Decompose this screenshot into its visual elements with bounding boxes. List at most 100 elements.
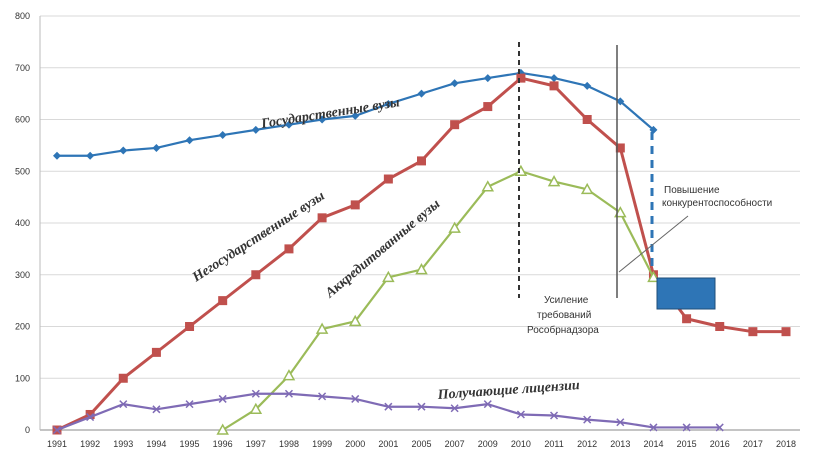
point-marker: [448, 221, 461, 233]
x-tick-label: 2010: [511, 439, 531, 449]
marker-stroke: [483, 400, 492, 409]
x-tick-label: 2011: [544, 439, 563, 449]
point-marker: [53, 151, 61, 160]
x-tick-label: 1993: [113, 439, 133, 449]
point-marker: [547, 175, 561, 187]
series-3: [52, 389, 724, 435]
y-tick-label: 800: [15, 11, 30, 21]
marker-stroke: [649, 423, 658, 432]
point-marker: [481, 180, 495, 192]
annotations: Усиление требований Рособрнадзора Повыше…: [518, 42, 772, 336]
point-marker: [318, 115, 327, 124]
annotation-competitiveness-line2: конкурентоспособности: [662, 197, 772, 209]
x-tick-label: 2007: [445, 439, 465, 449]
blue-box: [656, 277, 716, 310]
point-marker: [251, 125, 260, 134]
x-tick-label: 1997: [246, 439, 266, 449]
y-tick-label: 400: [15, 218, 30, 228]
y-tick-label: 600: [15, 115, 30, 125]
x-tick-label: 2013: [610, 439, 630, 449]
marker-stroke: [52, 425, 62, 435]
point-marker: [151, 347, 161, 357]
point-marker: [218, 394, 227, 403]
marker-stroke: [351, 394, 360, 403]
series-line: [56, 76, 786, 432]
y-tick-label: 100: [15, 373, 30, 383]
point-marker: [614, 206, 627, 218]
point-marker: [647, 270, 660, 283]
point-marker: [384, 402, 393, 411]
marker-stroke: [251, 389, 260, 398]
point-marker: [249, 402, 263, 415]
marker-stroke: [715, 423, 724, 432]
marker-stroke: [284, 389, 293, 398]
point-marker: [715, 423, 724, 432]
series-lines: [52, 68, 791, 435]
point-marker: [417, 156, 426, 166]
point-marker: [649, 125, 658, 134]
point-marker: [450, 79, 459, 88]
x-tick-label: 2014: [643, 439, 663, 449]
point-marker: [85, 409, 95, 419]
point-marker: [218, 131, 227, 140]
series-2: [216, 164, 660, 435]
point-marker: [251, 389, 260, 398]
point-marker: [185, 322, 195, 331]
label-licensing: Получающие лицензии: [436, 378, 580, 403]
point-marker: [450, 404, 459, 413]
point-marker: [348, 314, 362, 327]
marker-stroke: [450, 404, 459, 413]
point-marker: [284, 389, 293, 398]
series-labels: Государственные вузы Негосударственные в…: [189, 95, 580, 403]
x-tick-label: 1991: [47, 439, 67, 449]
x-tick-label: 2015: [677, 439, 697, 449]
series-1: [52, 73, 791, 435]
point-marker: [715, 322, 725, 331]
point-marker: [282, 369, 296, 381]
marker-stroke: [583, 415, 592, 424]
annotation-tightening-line2: требований: [537, 309, 591, 321]
marker-stroke: [185, 400, 194, 409]
y-tick-label: 300: [15, 270, 30, 280]
point-marker: [417, 402, 426, 411]
series-line: [56, 392, 720, 432]
annotation-tightening-line1: Усиление: [544, 295, 589, 306]
x-tick-label: 2005: [411, 439, 431, 449]
series-line: [222, 170, 655, 431]
point-marker: [86, 151, 95, 160]
point-marker: [550, 74, 559, 83]
point-marker: [550, 411, 559, 420]
marker-stroke: [616, 418, 625, 427]
point-marker: [318, 392, 327, 401]
marker-stroke: [516, 410, 525, 419]
annotation-tightening-line3: Рособрнадзора: [527, 324, 599, 336]
point-marker: [350, 200, 360, 210]
point-marker: [382, 270, 395, 283]
label-state: Государственные вузы: [259, 95, 401, 132]
point-marker: [383, 174, 393, 184]
point-marker: [417, 89, 426, 98]
point-marker: [315, 322, 329, 334]
x-tick-label: 2009: [478, 439, 498, 449]
point-marker: [582, 115, 592, 124]
annotation-arrow: [618, 215, 689, 273]
point-marker: [549, 81, 559, 91]
point-marker: [251, 270, 261, 280]
point-marker: [284, 120, 293, 129]
point-marker: [748, 327, 758, 337]
marker-stroke: [152, 405, 161, 414]
axes: 0 100 200 300 400 500 600 700 800 1991 1992 1993 199…: [15, 11, 800, 449]
point-marker: [483, 400, 492, 409]
point-marker: [119, 400, 128, 409]
y-tick-label: 0: [25, 425, 30, 435]
point-marker: [583, 81, 592, 90]
point-marker: [317, 213, 327, 223]
point-marker: [580, 182, 594, 195]
point-marker: [351, 111, 360, 120]
point-marker: [152, 405, 161, 414]
point-marker: [52, 425, 62, 435]
x-tick-label: 1992: [80, 439, 100, 449]
marker-stroke: [550, 411, 559, 420]
point-marker: [86, 413, 95, 422]
